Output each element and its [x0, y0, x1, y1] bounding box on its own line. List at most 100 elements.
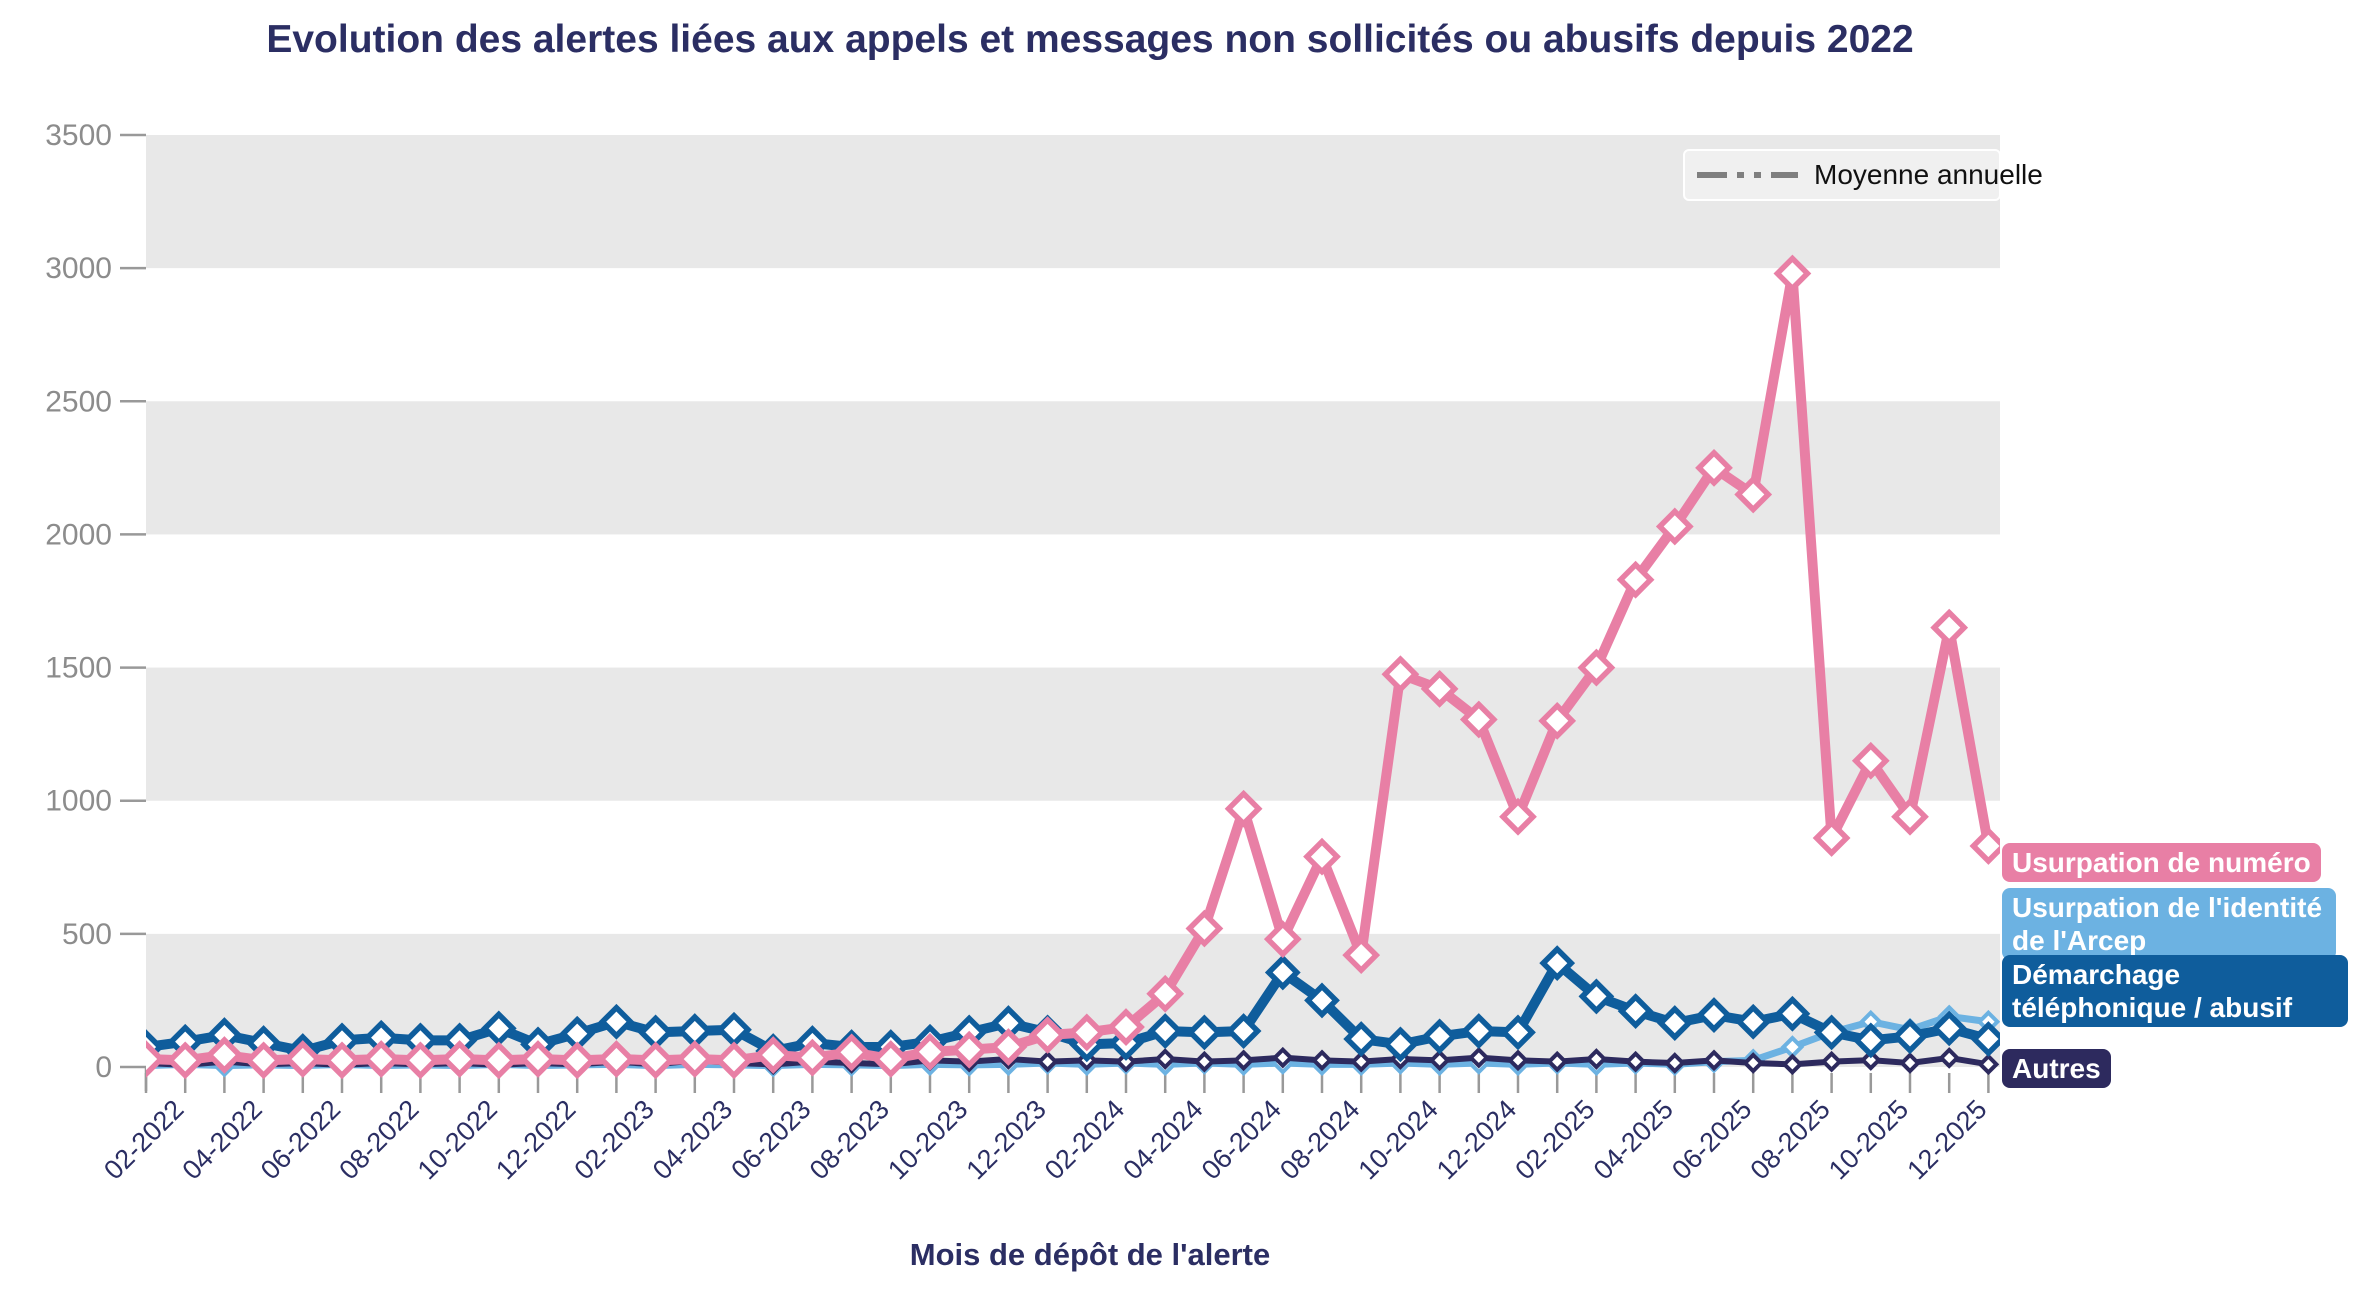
data-point-autres-11-2025[interactable]	[1938, 1047, 1961, 1069]
data-point-usurpation-de-num-ro-02-2025[interactable]	[1577, 648, 1616, 687]
data-point-usurpation-de-num-ro-01-2023[interactable]	[597, 1040, 636, 1078]
data-point-d-marchage-t-l-phonique-abusif-07-2024[interactable]	[1304, 982, 1340, 1019]
grid-band-2000-2500	[146, 401, 2000, 535]
data-point-usurpation-de-num-ro-02-2023[interactable]	[636, 1041, 675, 1080]
data-point-usurpation-de-num-ro-03-2023[interactable]	[675, 1040, 714, 1078]
data-point-usurpation-de-num-ro-07-2022[interactable]	[362, 1040, 401, 1078]
data-point-usurpation-de-num-ro-09-2025[interactable]	[1851, 741, 1890, 780]
data-point-d-marchage-t-l-phonique-abusif-12-2025[interactable]	[1970, 1021, 2002, 1057]
x-tick-label-04-2023: 04-2023	[647, 1094, 738, 1185]
data-point-usurpation-de-num-ro-02-2022[interactable]	[166, 1041, 205, 1080]
data-point-usurpation-de-num-ro-12-2025[interactable]	[1969, 827, 2003, 865]
data-point-d-marchage-t-l-phonique-abusif-03-2024[interactable]	[1147, 1013, 1184, 1049]
data-point-usurpation-de-num-ro-01-2024[interactable]	[1067, 1013, 1106, 1052]
data-point-usurpation-de-num-ro-06-2023[interactable]	[793, 1038, 832, 1077]
data-point-autres-02-2024[interactable]	[1115, 1050, 1137, 1073]
data-point-usurpation-de-num-ro-05-2022[interactable]	[283, 1040, 322, 1078]
data-point-usurpation-de-num-ro-10-2024[interactable]	[1420, 669, 1459, 708]
data-point-d-marchage-t-l-phonique-abusif-04-2025[interactable]	[1656, 1005, 1693, 1041]
data-point-autres-04-2024[interactable]	[1193, 1050, 1216, 1073]
data-point-autres-07-2025[interactable]	[1781, 1053, 1804, 1076]
data-point-usurpation-de-num-ro-06-2022[interactable]	[323, 1041, 361, 1080]
data-point-d-marchage-t-l-phonique-abusif-04-2024[interactable]	[1186, 1014, 1223, 1051]
data-point-usurpation-de-num-ro-06-2024[interactable]	[1263, 920, 1302, 959]
data-point-autres-11-2024[interactable]	[1467, 1046, 1490, 1069]
data-point-usurpation-de-num-ro-02-2024[interactable]	[1107, 1008, 1145, 1046]
data-point-d-marchage-t-l-phonique-abusif-05-2024[interactable]	[1225, 1013, 1262, 1049]
data-point-autres-10-2024[interactable]	[1428, 1049, 1451, 1072]
data-point-usurpation-de-num-ro-04-2023[interactable]	[715, 1041, 753, 1080]
data-point-autres-12-2025[interactable]	[1977, 1053, 2000, 1076]
data-point-d-marchage-t-l-phonique-abusif-06-2024[interactable]	[1264, 954, 1301, 991]
data-point-usurpation-de-num-ro-11-2025[interactable]	[1930, 608, 1969, 647]
data-point-usurpation-de-num-ro-11-2022[interactable]	[519, 1040, 557, 1078]
data-point-autres-09-2025[interactable]	[1859, 1049, 1882, 1071]
data-point-d-marchage-t-l-phonique-abusif-12-2024[interactable]	[1500, 1014, 1536, 1051]
data-point-usurpation-de-num-ro-04-2024[interactable]	[1185, 909, 1224, 948]
y-tick-label-3000: 3000	[45, 252, 112, 285]
data-point-d-marchage-t-l-phonique-abusif-01-2023[interactable]	[598, 1003, 635, 1040]
data-point-usurpation-de-num-ro-08-2024[interactable]	[1342, 936, 1381, 975]
x-tick-label-06-2024: 06-2024	[1196, 1094, 1287, 1185]
data-point-usurpation-de-num-ro-10-2023[interactable]	[950, 1030, 989, 1069]
data-point-usurpation-de-num-ro-12-2024[interactable]	[1499, 797, 1537, 836]
data-point-usurpation-de-num-ro-05-2024[interactable]	[1224, 789, 1263, 828]
data-point-usurpation-de-num-ro-03-2024[interactable]	[1146, 974, 1185, 1013]
data-point-autres-06-2024[interactable]	[1271, 1046, 1294, 1069]
data-point-autres-05-2024[interactable]	[1232, 1049, 1255, 1072]
data-point-d-marchage-t-l-phonique-abusif-01-2025[interactable]	[1539, 945, 1576, 982]
data-point-usurpation-de-num-ro-01-2022[interactable]	[131, 1040, 165, 1078]
data-point-usurpation-de-num-ro-01-2025[interactable]	[1538, 701, 1577, 740]
data-point-d-marchage-t-l-phonique-abusif-09-2025[interactable]	[1852, 1022, 1889, 1059]
data-point-autres-12-2023[interactable]	[1036, 1050, 1059, 1073]
data-point-usurpation-de-num-ro-11-2023[interactable]	[989, 1028, 1028, 1066]
data-point-autres-04-2025[interactable]	[1663, 1052, 1686, 1074]
data-point-usurpation-de-num-ro-08-2023[interactable]	[871, 1040, 910, 1078]
data-point-usurpation-de-num-ro-08-2022[interactable]	[401, 1041, 440, 1080]
data-point-autres-01-2025[interactable]	[1546, 1050, 1569, 1073]
data-point-usurpation-de-num-ro-12-2023[interactable]	[1028, 1016, 1067, 1054]
data-point-usurpation-de-num-ro-07-2025[interactable]	[1773, 254, 1812, 293]
data-point-usurpation-de-num-ro-09-2024[interactable]	[1381, 655, 1420, 694]
data-point-d-marchage-t-l-phonique-abusif-08-2024[interactable]	[1343, 1021, 1380, 1057]
data-point-d-marchage-t-l-phonique-abusif-08-2025[interactable]	[1813, 1014, 1850, 1051]
data-point-usurpation-de-num-ro-08-2025[interactable]	[1812, 819, 1851, 857]
legend[interactable]: Moyenne annuelle	[1683, 149, 2043, 201]
data-point-autres-07-2024[interactable]	[1311, 1049, 1333, 1072]
data-point-d-marchage-t-l-phonique-abusif-10-2025[interactable]	[1892, 1018, 1928, 1055]
data-point-usurpation-de-num-ro-05-2025[interactable]	[1695, 448, 1733, 487]
data-point-autres-08-2025[interactable]	[1820, 1050, 1843, 1073]
data-point-autres-08-2024[interactable]	[1350, 1050, 1373, 1073]
data-point-d-marchage-t-l-phonique-abusif-02-2025[interactable]	[1578, 978, 1615, 1015]
data-point-usurpation-de-num-ro-10-2025[interactable]	[1891, 797, 1929, 836]
data-point-d-marchage-t-l-phonique-abusif-06-2025[interactable]	[1735, 1003, 1772, 1040]
data-point-usurpation-de-num-ro-12-2022[interactable]	[558, 1041, 597, 1080]
data-point-usurpation-de-num-ro-10-2022[interactable]	[479, 1041, 518, 1080]
data-point-usurpation-de-num-ro-06-2025[interactable]	[1734, 475, 1773, 514]
data-point-usurpation-de-num-ro-05-2023[interactable]	[754, 1036, 793, 1074]
data-point-d-marchage-t-l-phonique-abusif-05-2025[interactable]	[1696, 997, 1732, 1033]
data-point-d-marchage-t-l-phonique-abusif-11-2024[interactable]	[1460, 1013, 1497, 1049]
data-point-usurpation-de-num-ro-03-2025[interactable]	[1616, 560, 1655, 599]
data-point-d-marchage-t-l-phonique-abusif-09-2024[interactable]	[1382, 1026, 1419, 1063]
data-point-autres-03-2024[interactable]	[1154, 1048, 1177, 1070]
data-point-usurpation-de-num-ro-04-2022[interactable]	[244, 1041, 283, 1080]
y-tick-label-3500: 3500	[45, 119, 112, 152]
data-point-usurpation-de-num-ro-09-2022[interactable]	[440, 1040, 479, 1078]
data-point-d-marchage-t-l-phonique-abusif-10-2024[interactable]	[1421, 1018, 1458, 1055]
data-point-d-marchage-t-l-phonique-abusif-11-2025[interactable]	[1931, 1010, 1968, 1047]
data-point-autres-10-2025[interactable]	[1899, 1052, 1921, 1074]
data-point-d-marchage-t-l-phonique-abusif-03-2025[interactable]	[1617, 993, 1654, 1029]
data-point-usurpation-de-num-ro-07-2024[interactable]	[1303, 837, 1341, 876]
data-point-usurpation-de-num-ro-11-2024[interactable]	[1459, 700, 1498, 739]
data-point-usurpation-de-num-ro-03-2022[interactable]	[205, 1036, 244, 1074]
data-point-autres-12-2024[interactable]	[1507, 1049, 1529, 1072]
data-point-d-marchage-t-l-phonique-abusif-07-2025[interactable]	[1774, 995, 1811, 1032]
data-point-usurpation-de-num-ro-09-2023[interactable]	[911, 1032, 949, 1071]
data-point-usurpation-de-num-ro-04-2025[interactable]	[1655, 507, 1694, 546]
data-point-autres-03-2025[interactable]	[1624, 1050, 1647, 1073]
data-point-usurpation-de-num-ro-07-2023[interactable]	[832, 1033, 871, 1072]
data-point-autres-06-2025[interactable]	[1742, 1052, 1765, 1074]
data-point-autres-05-2025[interactable]	[1703, 1049, 1725, 1072]
data-point-autres-02-2025[interactable]	[1585, 1048, 1608, 1070]
